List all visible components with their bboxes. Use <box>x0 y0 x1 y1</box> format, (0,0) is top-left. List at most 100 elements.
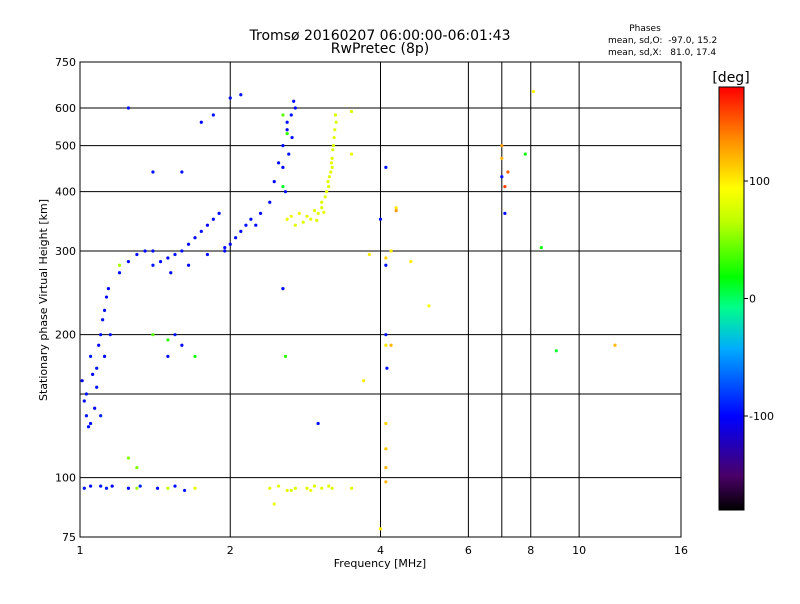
data-point <box>327 484 331 488</box>
data-point <box>186 263 191 267</box>
data-point <box>333 113 338 117</box>
colorbar-tick-label: 100 <box>749 175 770 188</box>
data-point <box>362 379 366 383</box>
data-point <box>323 195 327 199</box>
data-point <box>277 161 281 165</box>
data-point <box>500 156 504 161</box>
data-point <box>193 354 197 358</box>
data-point <box>330 165 334 169</box>
data-point <box>211 217 215 221</box>
data-point <box>384 480 388 484</box>
data-point <box>254 223 258 227</box>
data-point <box>99 333 103 337</box>
colorbar-tick-label: 0 <box>749 293 756 306</box>
data-point <box>126 486 130 490</box>
data-point <box>330 486 334 490</box>
data-point <box>110 484 114 488</box>
data-point <box>180 249 184 253</box>
data-point <box>285 217 289 221</box>
data-point <box>301 220 305 224</box>
chart-subtitle: RwPretec (8p) <box>331 41 429 57</box>
stats-line-o: mean, sd,O: -97.0, 15.2 <box>608 36 717 46</box>
y-tick-label: 500 <box>55 140 76 153</box>
data-point <box>205 252 210 257</box>
data-point <box>289 113 293 117</box>
data-point <box>82 399 86 403</box>
data-point <box>186 242 191 246</box>
data-point <box>394 208 398 213</box>
data-point <box>138 484 142 488</box>
data-point <box>384 165 388 169</box>
data-point <box>86 425 91 429</box>
data-point <box>193 236 197 240</box>
data-point <box>331 148 335 152</box>
data-point <box>378 527 383 531</box>
data-point <box>500 144 504 148</box>
data-point <box>554 349 558 353</box>
data-point <box>292 99 296 103</box>
data-point <box>249 217 253 221</box>
data-point <box>503 184 507 189</box>
data-point <box>283 354 288 358</box>
data-point <box>173 333 177 337</box>
data-point <box>320 486 324 490</box>
data-point <box>239 93 243 97</box>
data-point <box>99 414 103 418</box>
data-point <box>104 486 109 490</box>
data-point <box>384 333 388 337</box>
stats-line-x: mean, sd,X: 81.0, 17.4 <box>608 48 716 58</box>
data-point <box>384 421 388 426</box>
data-point <box>325 190 329 194</box>
data-point <box>199 229 203 233</box>
data-point <box>180 343 184 347</box>
x-tick-label: 10 <box>572 544 586 557</box>
colorbar <box>718 86 745 511</box>
data-point <box>151 249 155 253</box>
data-point <box>329 170 333 174</box>
data-point <box>117 271 122 275</box>
data-point <box>327 175 332 179</box>
data-point <box>95 366 99 370</box>
data-point <box>234 236 238 240</box>
data-point <box>182 488 187 493</box>
y-tick-label: 200 <box>55 329 76 342</box>
data-point <box>287 152 291 156</box>
y-tick-label: 750 <box>55 56 76 69</box>
plot-frame <box>79 61 682 538</box>
data-point <box>272 180 276 184</box>
data-point <box>333 128 337 132</box>
data-point <box>409 260 413 264</box>
data-point <box>108 333 112 337</box>
stats-title: Phases <box>629 24 661 34</box>
data-point <box>330 156 334 161</box>
data-point <box>106 287 111 291</box>
data-point <box>384 263 388 267</box>
data-point <box>281 287 285 291</box>
data-point <box>151 263 155 267</box>
data-point <box>331 144 336 148</box>
data-point <box>293 106 297 110</box>
data-point <box>329 161 334 165</box>
data-point <box>427 304 431 308</box>
x-tick-label: 6 <box>465 544 472 557</box>
data-point <box>281 165 285 169</box>
data-point <box>384 447 388 451</box>
x-tick-label: 16 <box>674 544 688 557</box>
data-point <box>91 372 95 376</box>
data-point <box>88 354 93 358</box>
data-point <box>394 206 398 210</box>
data-point <box>84 414 89 418</box>
data-point <box>244 223 248 227</box>
y-axis-ticks: 75 100 200 300 400 500 600 750 <box>55 56 76 544</box>
data-point <box>135 465 139 470</box>
data-point <box>506 170 510 174</box>
data-point <box>312 484 317 488</box>
data-point <box>315 218 319 223</box>
data-point <box>166 338 170 342</box>
data-point <box>135 252 139 257</box>
data-point <box>84 392 89 396</box>
data-point <box>151 333 155 337</box>
y-axis-label: Stationary phase Virtual Height [km] <box>37 199 50 401</box>
